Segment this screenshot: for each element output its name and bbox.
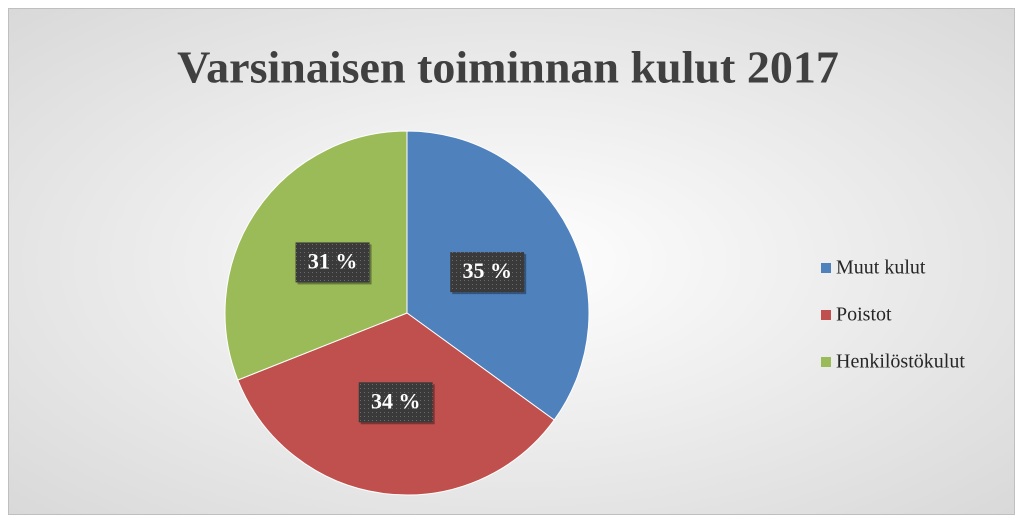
chart-title: Varsinaisen toiminnan kulut 2017 (177, 42, 839, 93)
data-label-box (295, 242, 370, 283)
data-label: 31 % (308, 248, 358, 273)
data-label: 34 % (371, 388, 421, 413)
legend-swatch (821, 310, 831, 320)
legend-label: Muut kulut (836, 257, 926, 279)
legend-swatch (821, 263, 831, 273)
legend-label: Poistot (836, 304, 892, 326)
legend-label: Henkilöstökulut (836, 351, 965, 373)
legend-swatch (821, 357, 831, 367)
data-label-box (358, 382, 433, 423)
data-label-box (450, 252, 525, 293)
data-label: 35 % (462, 258, 512, 283)
